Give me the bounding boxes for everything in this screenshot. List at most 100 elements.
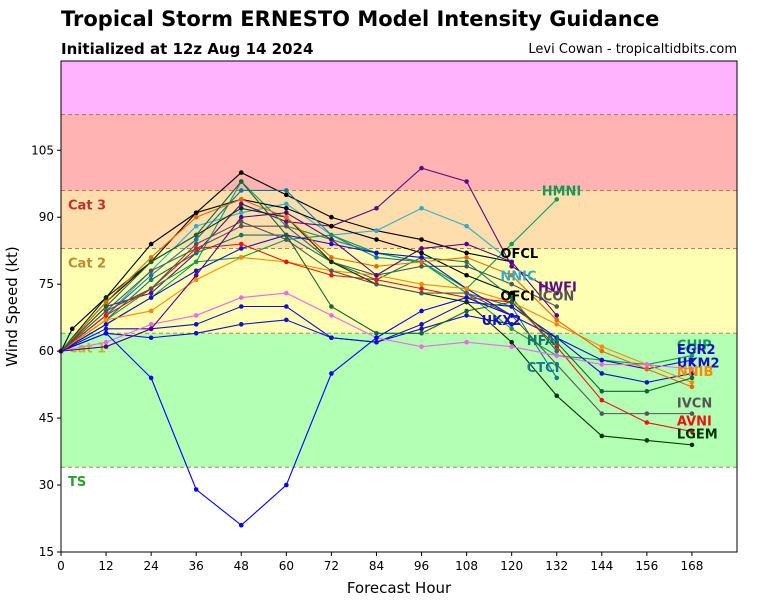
data-point-series-18: [284, 214, 289, 220]
data-point-ofci: [193, 210, 199, 216]
x-tick-label: 168: [680, 559, 703, 573]
series-label-ofcl: OFCL: [500, 247, 538, 262]
data-point-nnib: [554, 322, 560, 327]
category-label-cat-3: Cat 3: [68, 198, 106, 213]
data-point-series-17: [284, 482, 289, 488]
data-point-series-19: [464, 308, 469, 314]
series-label-ukm2: UKM2: [677, 356, 720, 371]
data-point-series-17: [374, 335, 379, 341]
data-point-series-19: [509, 299, 514, 305]
data-point-series-20: [554, 313, 560, 318]
data-point-series-20: [464, 241, 469, 247]
data-point-hfai: [464, 259, 469, 265]
x-tick-label: 72: [324, 559, 339, 573]
data-point-egr2: [103, 322, 109, 327]
data-point-series-20: [419, 246, 424, 251]
data-point-lgem: [644, 438, 650, 443]
data-point-icon: [509, 281, 514, 287]
data-point-ukm2: [554, 335, 560, 341]
data-point-ivcn: [689, 411, 695, 416]
data-point-ofcl: [69, 326, 75, 332]
data-point-chip: [689, 353, 695, 358]
data-point-series-19: [103, 304, 109, 309]
category-band-ts: [61, 333, 737, 468]
x-tick-label: 108: [455, 559, 478, 573]
data-point-series-18: [103, 299, 109, 305]
chart-title: Tropical Storm ERNESTO Model Intensity G…: [61, 7, 660, 31]
data-point-series-20: [103, 344, 109, 349]
data-point-series-20: [193, 272, 199, 278]
data-point-series-17: [419, 308, 424, 314]
category-band-cat-1: [61, 248, 737, 334]
x-tick-label: 144: [590, 559, 613, 573]
series-line-ctci: [60, 189, 558, 379]
data-point-avni: [193, 246, 199, 251]
data-point-series-20: [509, 259, 514, 265]
data-point-chip: [329, 232, 334, 238]
data-point-avni: [554, 344, 560, 349]
data-point-series-18: [419, 259, 424, 265]
series-line-hmni: [60, 180, 558, 352]
data-point-series-19: [419, 330, 424, 336]
data-point-ivcn: [329, 268, 334, 274]
data-point-ctci: [238, 188, 244, 193]
data-point-ofcl: [419, 237, 424, 242]
data-point-avni: [238, 241, 244, 247]
series-label-ivcn: IVCN: [677, 396, 712, 411]
data-point-ivcn: [644, 411, 650, 416]
data-point-ofci: [419, 250, 424, 256]
data-point-series-18: [554, 317, 560, 323]
data-point-ivcn: [193, 241, 199, 247]
category-band-cat-3: [61, 114, 737, 191]
data-point-series-19: [554, 339, 560, 345]
series-label-ukx2: UKX2: [482, 314, 522, 329]
data-point-lgem: [599, 433, 605, 439]
data-point-avni: [103, 313, 109, 318]
data-point-egr2: [419, 255, 424, 260]
series-label-nnib: NNIB: [677, 365, 714, 380]
data-point-hfai: [554, 348, 560, 354]
data-point-series-16: [689, 366, 695, 372]
data-point-ivcn: [374, 281, 379, 287]
series-label-nnic: NNIC: [500, 269, 536, 284]
data-point-lgem: [554, 393, 560, 399]
data-point-ukx2: [193, 330, 199, 336]
data-point-ukm2: [509, 304, 514, 309]
data-point-series-18: [148, 255, 154, 260]
data-point-hwfi: [284, 219, 289, 224]
data-point-series-17: [509, 313, 514, 318]
data-point-series-16: [329, 313, 334, 318]
data-point-avni: [689, 429, 695, 434]
data-point-egr2: [599, 371, 605, 376]
data-point-nnib: [148, 308, 154, 314]
data-point-series-19: [689, 375, 695, 381]
axes: 0 12 24 36 48 60 72 84 96 108 120 132 144 156 168 15 30 4…: [3, 60, 738, 597]
data-point-avni: [329, 272, 334, 278]
data-point-nnib: [464, 286, 469, 291]
data-point-lgem: [689, 442, 695, 448]
y-tick-label: 90: [39, 210, 54, 224]
data-point-series-17: [464, 295, 469, 300]
series-line-icon: [60, 225, 557, 352]
series-label-chip: CHIP: [677, 338, 712, 353]
data-point-nnic: [374, 228, 379, 233]
data-point-hwfi: [238, 201, 244, 207]
data-point-ukm2: [599, 357, 605, 363]
data-point-ctci: [193, 237, 199, 242]
data-point-series-16: [464, 339, 469, 345]
x-tick-label: 48: [234, 559, 249, 573]
data-point-ivcn: [284, 237, 289, 242]
data-point-series-19: [193, 232, 199, 238]
data-point-ofci: [374, 237, 379, 242]
data-point-hfai: [148, 277, 154, 283]
data-point-egr2: [193, 268, 199, 274]
data-point-hwfi: [554, 290, 560, 296]
data-point-ukx2: [509, 322, 514, 327]
data-point-ivcn: [419, 290, 424, 296]
data-point-series-19: [238, 179, 244, 184]
data-point-nnib: [193, 277, 199, 283]
y-tick-label: 45: [39, 411, 54, 425]
data-point-series-18: [329, 255, 334, 260]
data-point-ofci: [464, 272, 469, 278]
